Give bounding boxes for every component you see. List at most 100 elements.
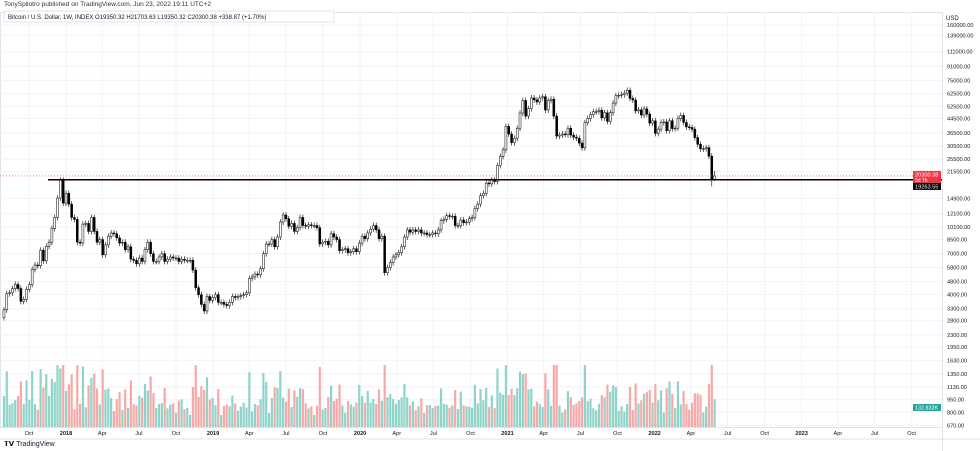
volume-bar <box>623 411 626 427</box>
volume-bar <box>383 365 386 427</box>
candle-up <box>530 97 533 109</box>
tradingview-logo[interactable]: 𝗧𝗩 TradingView <box>4 440 55 449</box>
time-tick: Apr <box>392 431 401 437</box>
volume-bar <box>470 407 474 427</box>
candle-up <box>484 182 488 194</box>
candle-up <box>442 219 446 221</box>
candle-up <box>53 217 56 229</box>
candle-down <box>327 241 330 246</box>
volume-bar <box>437 405 440 427</box>
volume-bar <box>329 385 333 427</box>
volume-bar <box>310 406 313 427</box>
candle-up <box>609 112 612 122</box>
time-tick: 2022 <box>648 431 660 437</box>
candle-up <box>242 294 245 296</box>
candle-up <box>592 111 595 115</box>
candle-up <box>8 292 11 294</box>
volume-bar <box>428 405 431 427</box>
price-tick: 2300.00 <box>947 333 967 339</box>
time-tick: 2019 <box>207 431 219 437</box>
time-tick: Jul <box>577 431 584 437</box>
volume-bar <box>8 404 11 427</box>
volume-bar <box>603 397 606 427</box>
candle-down <box>301 217 305 226</box>
candle-down <box>200 294 203 305</box>
volume-bar <box>149 376 152 427</box>
volume-bar <box>609 391 612 427</box>
price-tick: 1950.00 <box>947 345 967 351</box>
candle-up <box>411 229 415 233</box>
volume-bar <box>456 409 460 427</box>
volume-bar <box>595 410 598 427</box>
candle-up <box>180 258 183 262</box>
volume-bar <box>267 413 271 427</box>
volume-bar <box>459 391 462 427</box>
candle-up <box>45 246 48 262</box>
volume-bar <box>524 373 527 427</box>
candle-up <box>239 295 243 297</box>
volume-bar <box>671 393 674 427</box>
candle-up <box>422 232 426 235</box>
candle-up <box>465 221 468 224</box>
volume-bar <box>169 404 172 427</box>
candle-up <box>394 254 398 258</box>
volume-bar <box>39 368 42 427</box>
level-price-badge <box>913 182 941 190</box>
candle-down <box>434 232 437 235</box>
candle-down <box>222 302 226 305</box>
candle-up <box>470 217 474 219</box>
volume-bar <box>389 393 392 427</box>
candle-down <box>135 260 138 265</box>
volume-bar <box>530 388 533 427</box>
volume-bar <box>637 403 640 427</box>
volume-bar <box>575 403 578 427</box>
volume-bar <box>394 403 398 427</box>
candle-down <box>101 239 104 256</box>
volume-bar <box>654 384 657 427</box>
volume-badge <box>913 404 941 411</box>
time-tick: Oct <box>466 431 475 437</box>
volume-bar <box>648 389 651 427</box>
volume-bar <box>284 401 288 427</box>
candle-up <box>456 225 460 227</box>
volume-bar <box>163 388 166 427</box>
volume-bar <box>234 403 237 427</box>
candle-down <box>577 137 581 144</box>
candle-down <box>606 112 609 122</box>
candle-up <box>121 241 124 244</box>
candle-down <box>256 273 260 276</box>
volume-bar <box>363 402 367 427</box>
volume-bar <box>592 408 595 427</box>
volume-bar <box>177 400 180 427</box>
volume-bar <box>307 408 310 427</box>
volume-bar <box>203 389 206 427</box>
candle-up <box>594 111 598 113</box>
candle-up <box>527 108 530 117</box>
volume-bar <box>578 400 581 427</box>
candle-up <box>146 241 150 250</box>
candle-up <box>659 122 663 130</box>
volume-bar <box>315 405 319 427</box>
volume-bar <box>662 412 665 427</box>
volume-bar <box>527 389 530 427</box>
volume-bar <box>569 397 572 427</box>
volume-bar <box>327 397 330 427</box>
candle-up <box>214 294 217 298</box>
volume-bar <box>451 405 454 427</box>
volume-bar <box>259 399 262 427</box>
volume-bar <box>217 389 220 427</box>
volume-bar <box>290 407 293 427</box>
volume-bar <box>417 406 420 427</box>
volume-bar <box>22 404 25 427</box>
volume-bar <box>276 387 279 427</box>
candle-up <box>589 114 592 119</box>
candle-down <box>112 232 116 235</box>
candle-up <box>13 284 17 289</box>
price-tick: 139000.00 <box>947 33 973 39</box>
volume-bar <box>358 384 361 427</box>
candle-up <box>538 97 542 103</box>
candle-down <box>95 231 99 243</box>
volume-bar <box>67 384 70 427</box>
candle-up <box>343 248 347 250</box>
